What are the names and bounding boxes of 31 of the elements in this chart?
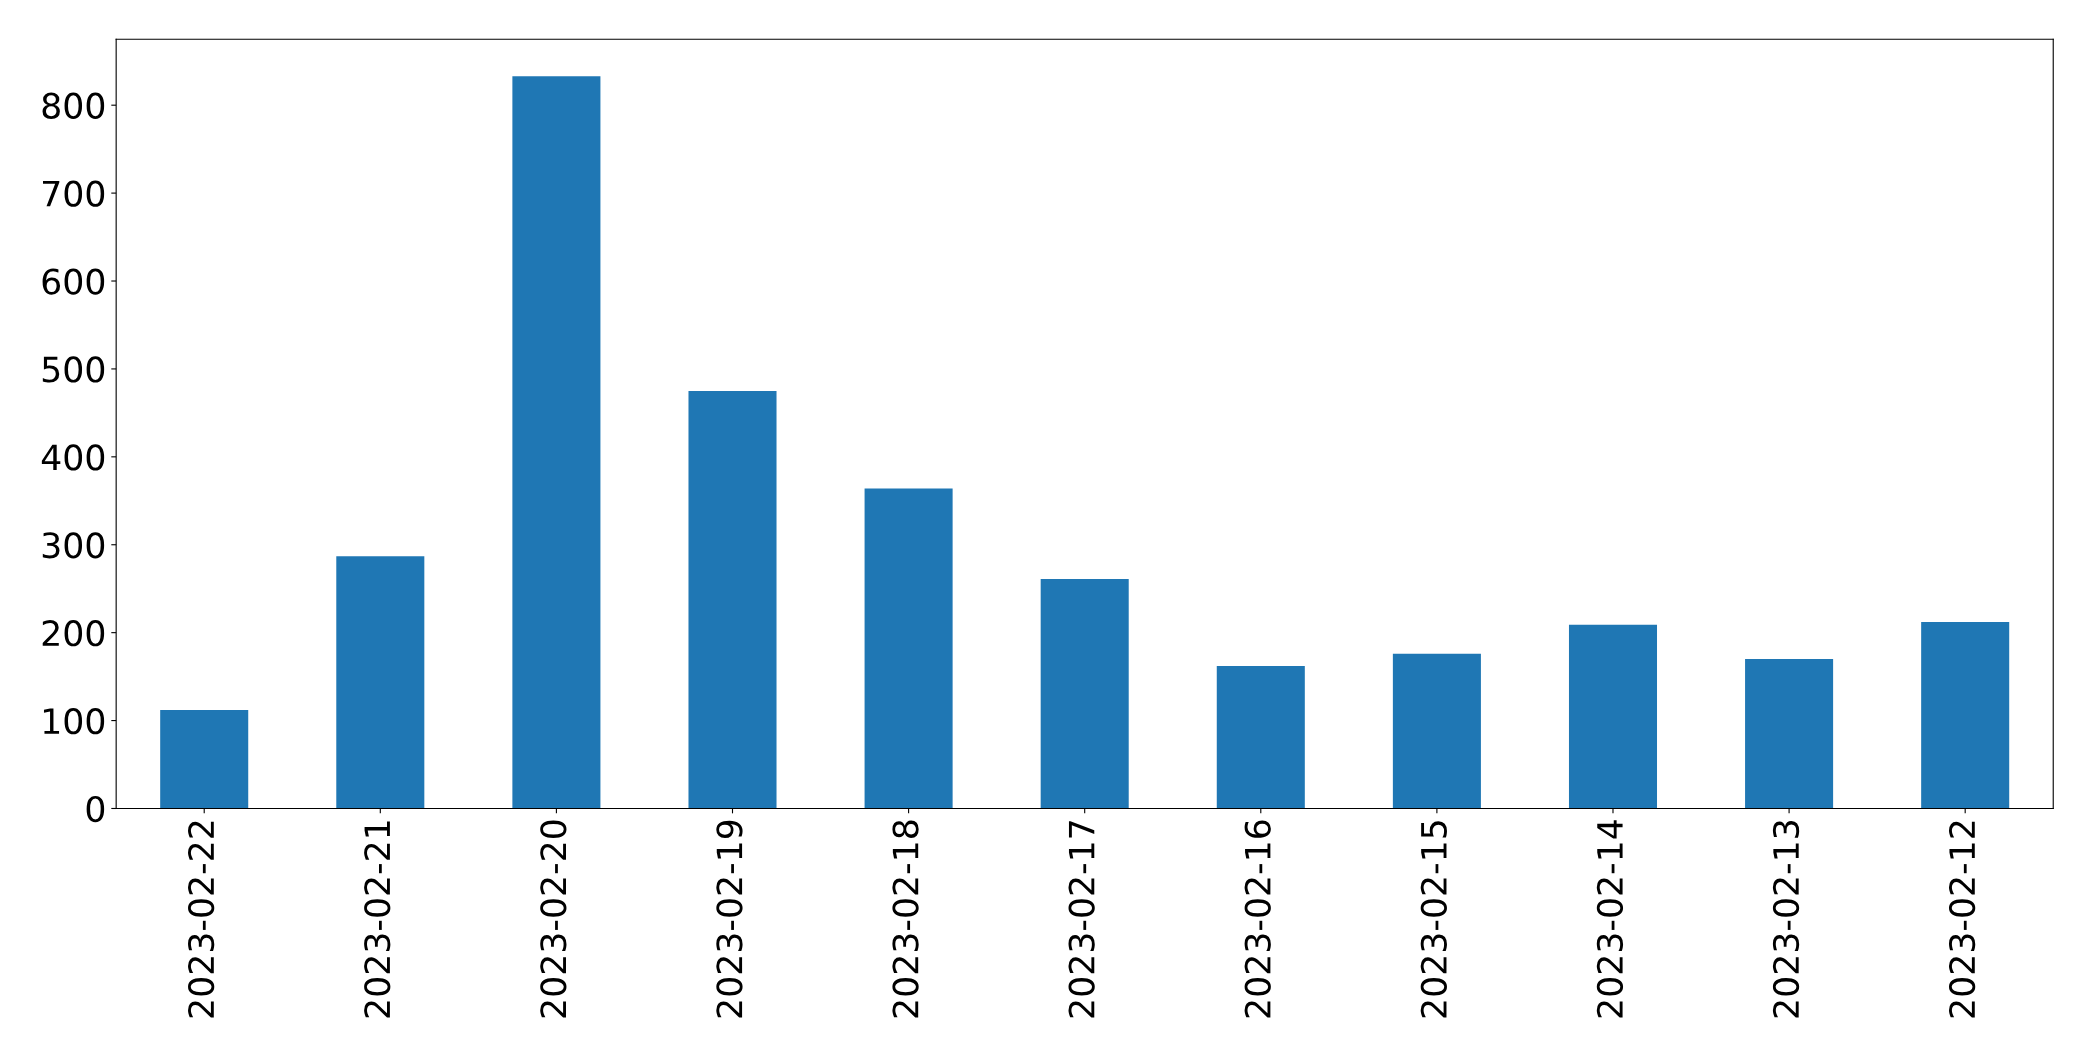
- x-tick-label: 2023-02-20: [540, 820, 567, 1018]
- y-tick-label: 500: [42, 356, 105, 383]
- y-tick-label: 100: [43, 707, 105, 735]
- bar: [1216, 666, 1305, 809]
- bar: [864, 488, 953, 809]
- x-tick-label: 2023-02-21: [364, 821, 391, 1018]
- bar: [512, 76, 601, 809]
- y-tick-label: 700: [43, 180, 105, 207]
- bar: [1392, 653, 1481, 809]
- bar: [1568, 624, 1658, 809]
- y-tick-label: 400: [41, 444, 105, 471]
- bar: [1040, 579, 1129, 809]
- x-tick-label: 2023-02-13: [1772, 820, 1800, 1018]
- y-tick-label: 800: [42, 92, 105, 119]
- x-tick-label: 2023-02-17: [1068, 821, 1095, 1018]
- bar: [160, 710, 249, 809]
- bar: [688, 390, 777, 809]
- bar: [336, 556, 425, 809]
- x-tick-label: 2023-02-15: [1420, 821, 1447, 1018]
- x-tick-label: 2023-02-19: [716, 820, 743, 1018]
- x-tick-label: 2023-02-14: [1596, 820, 1624, 1018]
- x-tick-label: 2023-02-12: [1949, 821, 1976, 1018]
- y-tick-label: 0: [86, 795, 105, 823]
- bar: [1745, 659, 1834, 809]
- x-tick-label: 2023-02-22: [188, 821, 215, 1018]
- y-tick-label: 300: [42, 532, 105, 559]
- y-tick-label: 200: [42, 620, 105, 647]
- y-tick-label: 600: [42, 268, 105, 295]
- x-tick-label: 2023-02-18: [892, 820, 919, 1018]
- bar: [1921, 622, 2010, 809]
- x-tick-label: 2023-02-16: [1244, 820, 1271, 1018]
